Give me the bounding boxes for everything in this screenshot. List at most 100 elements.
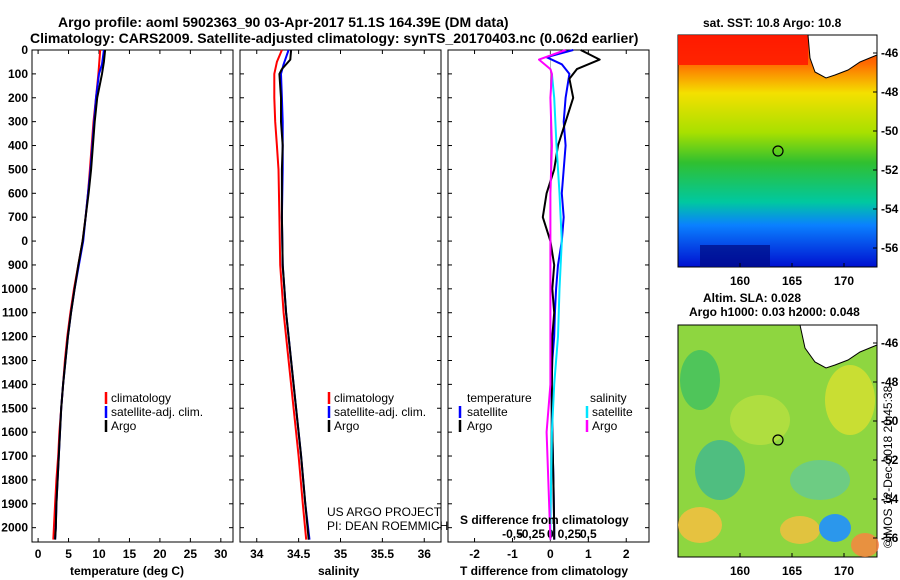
sla-lat-tick-label: -48	[881, 375, 899, 389]
difference-salinity-legend: salinity satellite Argo	[585, 391, 633, 433]
legend-title-temperature: temperature	[467, 391, 532, 405]
map-tick-labels: -46 -48 -50 -52 -54 -56 160 165 170 -46 -48 -50 -52 -…	[730, 46, 899, 578]
sla-blob	[780, 516, 820, 544]
salinity-plot-frame	[239, 49, 442, 543]
sla-lat-tick-label: -50	[881, 414, 899, 428]
sst-warm-patch	[678, 35, 808, 65]
x-tick-label: 0	[547, 547, 554, 561]
sst-land-new-zealand	[807, 34, 878, 79]
sst-lat-tick-label: -54	[881, 202, 899, 216]
temperature-argo-line	[54, 49, 107, 540]
sla-blob	[819, 514, 851, 542]
project-annotation-line2: PI: DEAN ROEMMICH	[327, 519, 448, 533]
project-annotation-line1: US ARGO PROJECT	[327, 505, 442, 519]
depth-tick-label: 1600	[1, 425, 28, 439]
depth-axis: 0 100 200 300 400 500 600 700 0 900 1000 1100 1200 13…	[1, 43, 649, 535]
temperature-axes: 0 5 10 15 20 25 30	[35, 50, 228, 561]
sla-land-new-zealand	[799, 324, 878, 369]
difference-s-satellite-line	[549, 73, 563, 540]
x-tick-label: 34.5	[287, 547, 311, 561]
s-diff-tick-label: -0,5	[502, 527, 523, 541]
depth-tick-label: 0	[21, 234, 28, 248]
temperature-satellite-line	[54, 49, 105, 540]
s-diff-tick-label: -0,25	[518, 527, 546, 541]
depth-tick-label: 400	[8, 139, 28, 153]
x-tick-label: 35	[334, 547, 348, 561]
sla-blob	[790, 460, 850, 500]
x-tick-label: -2	[469, 547, 480, 561]
depth-tick-label: 300	[8, 115, 28, 129]
sla-map-title-line2: Argo h1000: 0.03 h2000: 0.048	[689, 305, 860, 319]
sst-lat-tick-label: -52	[881, 163, 899, 177]
sst-map-title: sat. SST: 10.8 Argo: 10.8	[703, 16, 842, 30]
depth-tick-label: 500	[8, 162, 28, 176]
salinity-climatology-line	[273, 49, 308, 540]
sst-lat-tick-label: -50	[881, 124, 899, 138]
legend-label-t-argo: Argo	[467, 419, 493, 433]
x-tick-label: -1	[507, 547, 518, 561]
difference-xlabel: T difference from climatology	[460, 564, 628, 578]
s-diff-tick-label: 0,25	[558, 527, 582, 541]
sst-lon-tick-label: 165	[782, 274, 802, 288]
depth-tick-label: 1800	[1, 473, 28, 487]
legend-title-salinity: salinity	[590, 391, 627, 405]
depth-tick-label: 1300	[1, 353, 28, 367]
x-tick-label: 30	[214, 547, 228, 561]
temperature-legend: climatology satellite-adj. clim. Argo	[104, 391, 203, 433]
sla-blob	[851, 533, 879, 557]
x-tick-label: 1	[585, 547, 592, 561]
legend-label-climatology: climatology	[111, 391, 171, 405]
sla-blob	[678, 507, 722, 543]
sla-blob	[825, 365, 875, 435]
sla-lat-tick-label: -52	[881, 453, 899, 467]
x-tick-label: 10	[92, 547, 106, 561]
depth-tick-label: 900	[8, 258, 28, 272]
sst-lat-tick-label: -48	[881, 85, 899, 99]
sla-lat-tick-label: -54	[881, 492, 899, 506]
sla-argo-location-marker	[772, 434, 784, 446]
temperature-plot-frame	[31, 49, 234, 543]
x-tick-label: 36	[418, 547, 432, 561]
depth-tick-label: 700	[8, 210, 28, 224]
depth-tick-label: 1700	[1, 449, 28, 463]
header-title-line2: Climatology: CARS2009. Satellite-adjuste…	[30, 30, 638, 46]
x-tick-label: 25	[184, 547, 198, 561]
sst-field	[677, 34, 878, 268]
salinity-argo-line	[278, 49, 310, 540]
legend-label-satellite: satellite-adj. clim.	[334, 405, 426, 419]
temperature-xlabel: temperature (deg C)	[70, 564, 184, 578]
depth-tick-label: 0	[21, 43, 28, 57]
sla-blob	[680, 350, 720, 410]
legend-label-argo: Argo	[111, 419, 137, 433]
depth-tick-label: 200	[8, 91, 28, 105]
depth-tick-label: 1100	[2, 306, 28, 320]
depth-tick-label: 1000	[1, 282, 28, 296]
sla-lat-tick-label: -56	[881, 531, 899, 545]
difference-xlabel-top: S difference from climatology	[460, 513, 629, 527]
sst-cold-patch	[700, 245, 770, 267]
sla-lon-tick-label: 160	[730, 564, 750, 578]
x-tick-label: 5	[65, 547, 72, 561]
sla-lon-tick-label: 165	[782, 564, 802, 578]
sla-blob	[695, 440, 745, 500]
legend-label-argo: Argo	[334, 419, 360, 433]
sla-map-title-line1: Altim. SLA: 0.028	[703, 291, 801, 305]
x-tick-label: 15	[123, 547, 137, 561]
difference-temperature-legend: temperature satellite Argo	[458, 391, 532, 433]
header-title-line1: Argo profile: aoml 5902363_90 03-Apr-201…	[58, 14, 509, 30]
salinity-legend: climatology satellite-adj. clim. Argo	[327, 391, 426, 433]
x-tick-label: 20	[153, 547, 167, 561]
difference-s-argo-line	[538, 49, 566, 540]
sst-lat-tick-label: -46	[881, 46, 899, 60]
legend-label-s-argo: Argo	[592, 419, 618, 433]
sst-lat-tick-label: -56	[881, 241, 899, 255]
depth-tick-label: 2000	[1, 521, 28, 535]
x-tick-label: 34	[250, 547, 264, 561]
sla-lon-tick-label: 170	[834, 564, 854, 578]
legend-label-t-satellite: satellite	[467, 405, 508, 419]
depth-tick-label: 1400	[1, 377, 28, 391]
x-tick-label: 0	[35, 547, 42, 561]
depth-tick-label: 1200	[1, 330, 28, 344]
depth-tick-label: 600	[8, 186, 28, 200]
